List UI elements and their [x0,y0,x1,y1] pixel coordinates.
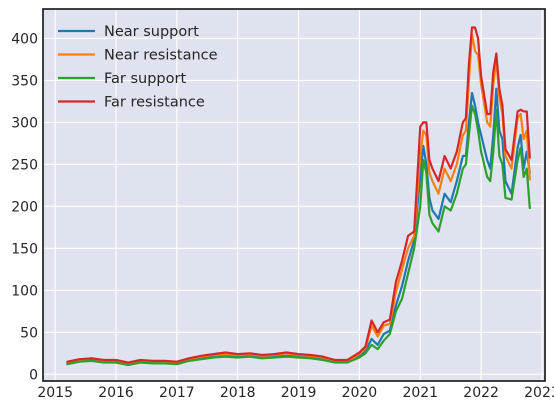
x-tick-label: 2019 [281,385,317,401]
y-tick-label: 250 [11,157,38,173]
legend: Near support Near resistance Far support Fa… [58,24,218,111]
y-tick-label: 350 [11,73,38,89]
x-tick-label: 2023 [524,385,554,401]
legend-label: Near resistance [104,48,218,64]
x-tick-label: 2020 [342,385,378,401]
y-tick-label: 400 [11,31,38,47]
x-tick-label: 2016 [98,385,134,401]
y-tick-label: 150 [11,241,38,257]
tick-labels: 2015 2016 2017 2018 2019 2020 2021 2022 2023 0 50 1… [11,31,554,401]
series-line-far-support [66,104,531,367]
plot-frame [42,8,546,382]
x-tick-label: 2022 [463,385,499,401]
y-tick-label: 300 [11,115,38,131]
series-line-far-resistance [66,26,531,364]
legend-label: Far support [104,71,186,87]
legend-label: Far resistance [104,95,205,111]
series-layer [66,26,531,367]
x-tick-label: 2018 [220,385,256,401]
y-tick-label: 100 [11,283,38,299]
y-tick-label: 200 [11,199,38,215]
x-tick-label: 2017 [159,385,195,401]
x-tick-label: 2015 [37,385,73,401]
legend-label: Near support [104,24,199,40]
y-tick-label: 0 [29,367,38,383]
x-tick-label: 2021 [402,385,438,401]
plot-background [43,9,545,381]
y-tick-label: 50 [20,325,38,341]
